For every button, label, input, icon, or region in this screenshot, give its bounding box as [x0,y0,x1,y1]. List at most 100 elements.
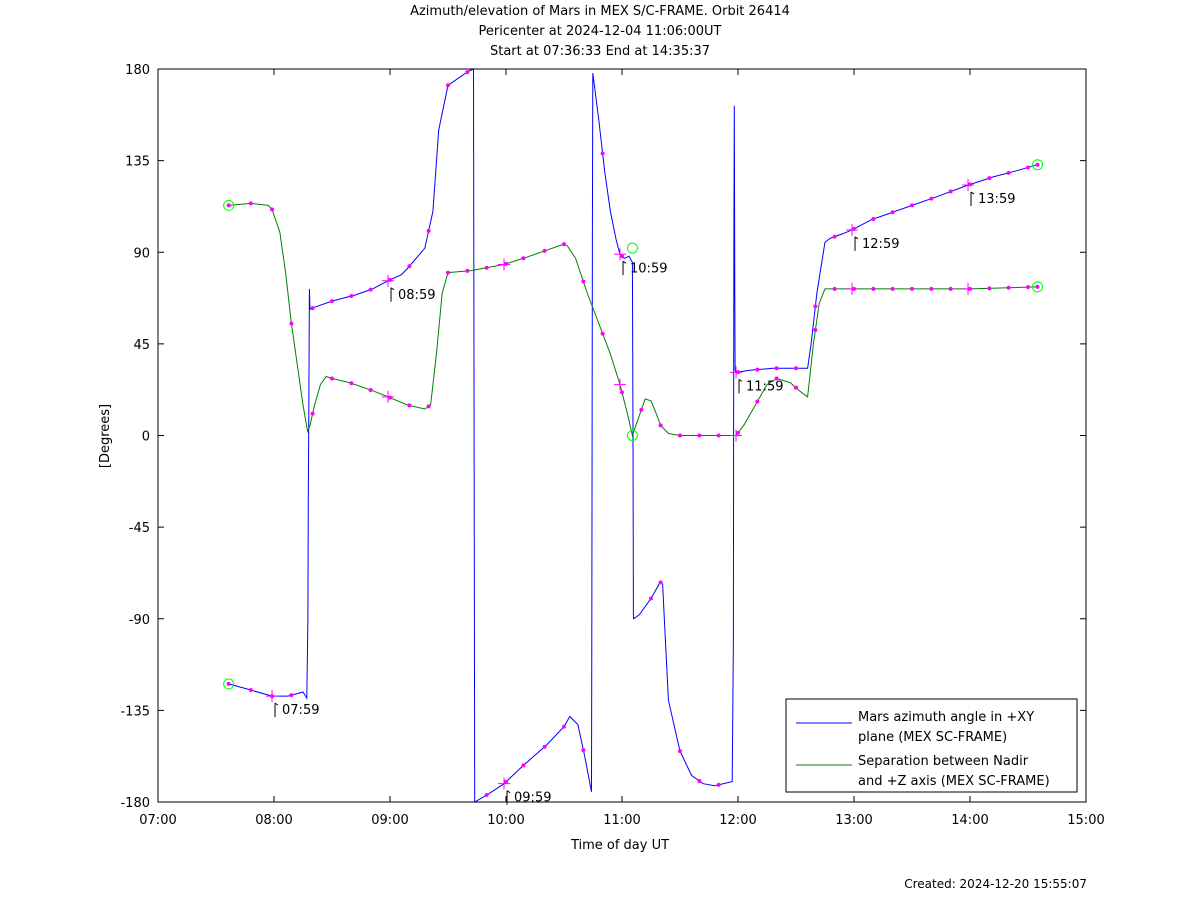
chart-title-line-3: Start at 07:36:33 End at 14:35:37 [489,44,711,59]
data-point-marker [226,681,231,686]
data-point-marker [774,376,779,381]
data-point-marker [716,433,721,438]
data-point-marker [289,321,294,326]
data-point-marker [774,366,779,371]
data-point-marker [407,264,412,269]
data-point-marker [446,83,450,88]
data-point-marker [484,265,489,270]
data-point-marker [813,328,818,333]
data-point-marker [832,286,837,291]
data-point-marker [658,423,663,428]
y-tick-label: 45 [133,338,150,353]
hour-cross-marker [846,223,859,236]
data-point-marker [987,176,992,181]
x-axis-label: Time of day UT [570,838,669,853]
data-point-marker [948,189,953,194]
data-point-marker [1026,285,1030,290]
endpoint-circle-marker [1032,159,1044,171]
data-point-marker [794,366,798,371]
plot-frame [157,68,1087,803]
endpoint-circle-marker [1032,281,1044,293]
hour-cross-marker [382,274,395,287]
data-point-marker [289,693,294,698]
hour-cross-marker [614,378,627,391]
hour-cross-marker [614,248,627,261]
time-annotation-tick [854,236,859,251]
data-point-marker [678,433,682,438]
data-point-marker [388,395,392,400]
data-point-marker [426,404,431,409]
data-point-marker [658,580,663,585]
y-axis-label: [Degrees] [98,404,113,468]
y-tick-label: -180 [120,796,150,811]
data-point-marker [504,261,508,266]
data-point-marker [310,411,315,416]
data-point-marker [226,203,231,208]
x-tick-label: 10:00 [487,813,524,828]
data-point-marker [968,182,972,187]
data-point-marker [716,782,721,787]
time-annotation-tick [506,790,511,805]
pericenter-circle-marker [626,242,638,254]
data-point-marker [697,778,702,783]
data-point-marker [620,390,624,395]
legend-box [785,698,1078,793]
data-point-marker [929,196,934,201]
data-point-marker [248,688,253,693]
time-annotation-label: 12:59 [862,237,899,252]
x-tick-label: 15:00 [1067,813,1104,828]
time-annotation-label: 09:59 [514,791,551,806]
legend-label-azimuth-line-1: Mars azimuth angle in +XY [858,710,1034,725]
x-tick-label: 09:00 [371,813,408,828]
time-annotation-label: 11:59 [746,379,783,394]
data-point-marker [521,256,526,261]
data-point-marker [349,294,354,299]
data-point-marker [521,763,526,768]
data-point-marker [1026,165,1030,170]
hour-cross-marker [498,777,511,790]
data-point-marker [581,279,586,284]
data-point-marker [910,286,914,291]
data-point-marker [736,430,740,435]
x-tick-label: 08:00 [255,813,292,828]
y-tick-label: -135 [120,704,150,719]
hour-cross-marker [730,366,743,379]
data-point-marker [948,286,953,291]
data-point-marker [794,385,798,390]
y-tick-label: 135 [125,155,150,170]
time-annotation-label: 07:59 [282,703,319,718]
x-tick-label: 11:00 [603,813,640,828]
time-annotation-label: 10:59 [630,261,667,276]
data-point-marker [368,287,373,292]
hour-cross-marker [846,282,859,295]
y-tick-label: -90 [129,613,150,628]
y-tick-label: -45 [129,521,150,536]
time-annotation-label: 13:59 [978,192,1015,207]
x-tick-label: 07:00 [139,813,176,828]
hour-cross-marker [730,429,743,442]
data-point-marker [600,151,605,156]
created-timestamp: Created: 2024-12-20 15:55:07 [904,877,1087,891]
hour-cross-marker [266,690,279,703]
data-point-marker [465,268,470,273]
hour-cross-marker [498,258,511,271]
data-point-marker [504,779,508,784]
data-point-marker [600,331,605,336]
data-point-marker [465,70,470,75]
data-point-marker [330,299,334,304]
time-annotation-tick [622,260,627,276]
data-point-marker [388,277,392,282]
data-point-marker [871,216,876,221]
data-point-marker [407,403,412,408]
data-point-marker [1006,285,1011,290]
data-point-marker [929,286,934,291]
endpoint-circle-marker [223,199,235,211]
series-line-azimuth [228,68,1038,803]
chart-title-line-1: Azimuth/elevation of Mars in MEX S/C-FRA… [410,4,790,19]
data-point-marker [542,248,547,253]
time-annotation-tick [274,702,279,718]
data-point-marker [310,306,315,311]
data-point-marker [871,286,876,291]
hour-cross-marker [962,179,975,192]
